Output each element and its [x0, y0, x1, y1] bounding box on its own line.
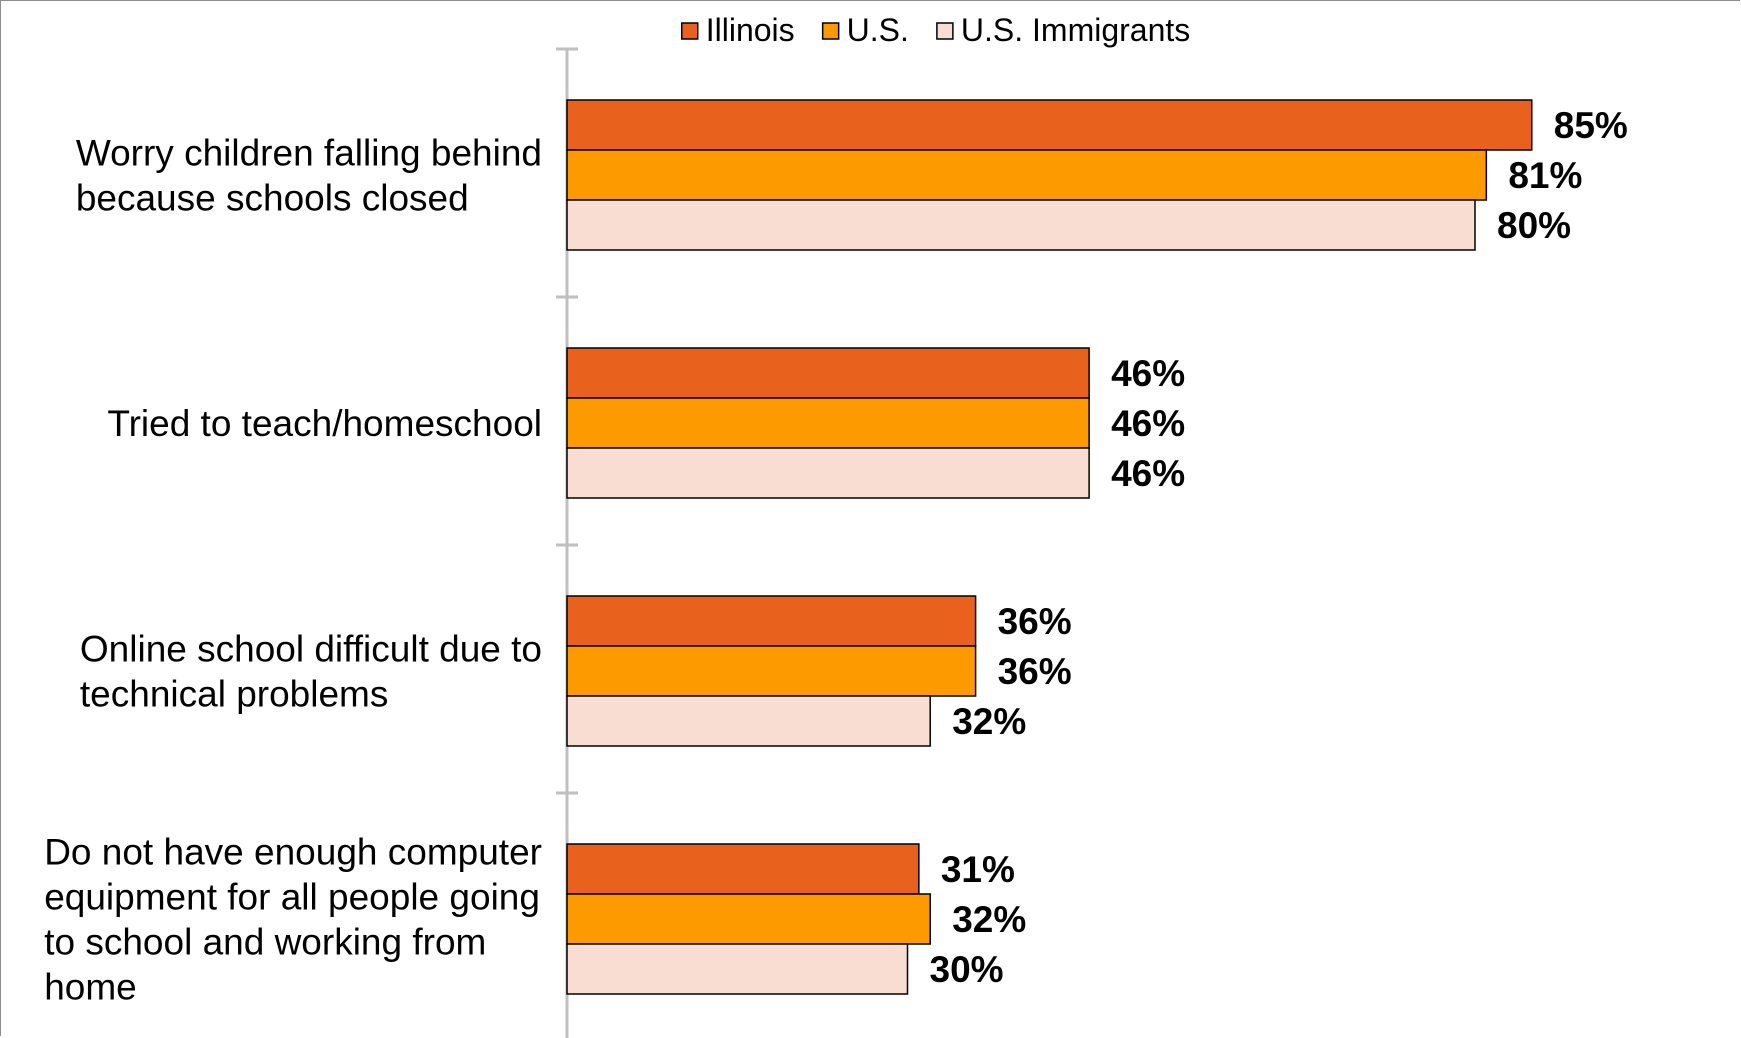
category-label-4: Do not have enough computer equipment for… [44, 832, 542, 1008]
data-label-u-s-immigrants-2: 46% [1111, 453, 1185, 494]
bar-u-s-1 [566, 149, 1488, 201]
legend-item-u-s: U.S. [821, 12, 909, 48]
category-labels: Worry children falling behind because sch… [44, 133, 542, 1008]
data-label-illinois-1: 85% [1554, 105, 1628, 146]
data-label-u-s-3: 36% [998, 651, 1072, 692]
bar-illinois-2 [566, 347, 1090, 399]
value-labels: 85% 81% 80% 46% 46% 46% 36% 36% 32% 31% 32% 30% [930, 105, 1628, 990]
bar-u-s-immigrants-1 [566, 199, 1476, 251]
category-label-2: Tried to teach/homeschool [107, 403, 542, 444]
legend-label-u-s: U.S. [847, 12, 909, 48]
bar-illinois-1 [566, 99, 1533, 151]
data-label-u-s-immigrants-1: 80% [1497, 205, 1571, 246]
bar-u-s-immigrants-4 [566, 943, 909, 995]
legend-swatch-illinois [680, 22, 699, 40]
legend-item-illinois: Illinois [680, 12, 795, 48]
bar-u-s-immigrants-3 [566, 695, 931, 747]
bar-u-s-4 [566, 893, 931, 945]
data-label-u-s-4: 32% [952, 899, 1026, 940]
legend-swatch-u-s-immigrants [936, 22, 954, 40]
legend-item-u-s-immigrants: U.S. Immigrants [936, 12, 1190, 48]
legend: Illinois U.S. U.S. Immigrants [680, 12, 1190, 48]
data-label-illinois-3: 36% [998, 601, 1072, 642]
data-label-u-s-immigrants-3: 32% [952, 701, 1026, 742]
bar-illinois-4 [566, 843, 920, 895]
category-label-1: Worry children falling behind because sch… [76, 133, 542, 219]
data-label-u-s-2: 46% [1111, 403, 1185, 444]
category-label-3: Online school difficult due to technical … [80, 629, 542, 715]
bar-u-s-immigrants-2 [566, 447, 1090, 499]
data-label-u-s-1: 81% [1508, 155, 1582, 196]
legend-swatch-u-s [821, 22, 840, 40]
bar-u-s-2 [566, 397, 1090, 449]
bar-u-s-3 [566, 645, 977, 697]
legend-label-illinois: Illinois [706, 12, 795, 48]
legend-label-u-s-immigrants: U.S. Immigrants [961, 12, 1190, 48]
data-label-illinois-2: 46% [1111, 353, 1185, 394]
data-label-illinois-4: 31% [941, 849, 1015, 890]
data-label-u-s-immigrants-4: 30% [930, 949, 1004, 990]
bar-illinois-3 [566, 595, 977, 647]
bars-group [566, 99, 1533, 995]
